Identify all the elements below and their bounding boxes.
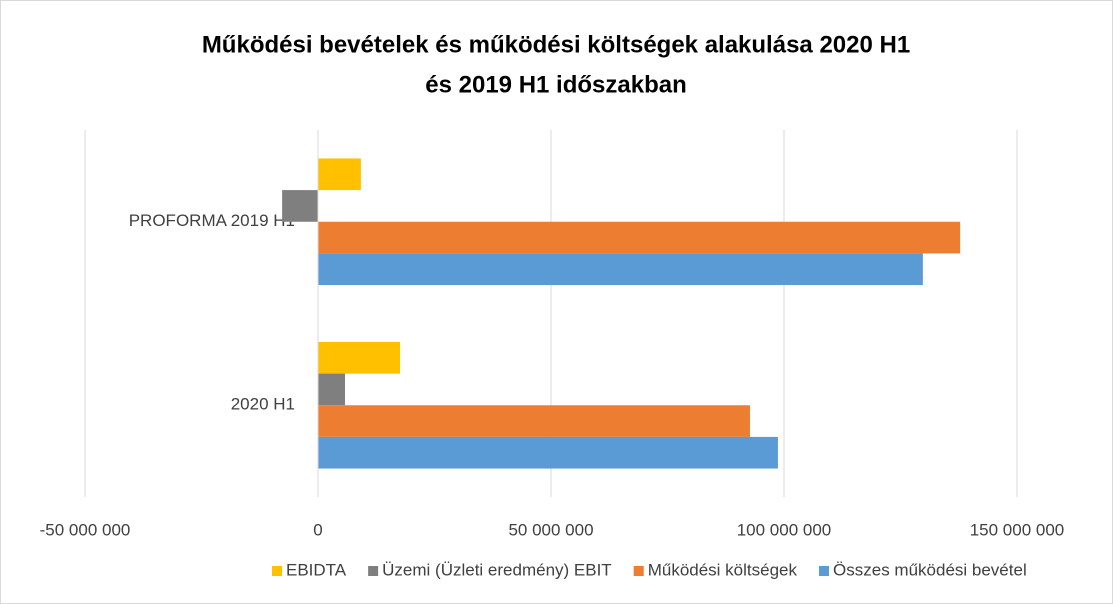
legend-label: Üzemi (Üzleti eredmény) EBIT [382, 560, 612, 579]
legend-swatch [272, 566, 282, 576]
legend-swatch [819, 566, 830, 576]
bar [318, 253, 923, 286]
x-tick-label: 50 000 000 [508, 520, 593, 539]
legend-swatch [368, 566, 379, 576]
bar [318, 341, 401, 374]
bar [318, 405, 750, 437]
x-tick-label: 100 000 000 [737, 520, 832, 539]
bar [318, 373, 346, 406]
x-tick-label: 150 000 000 [970, 520, 1065, 539]
bar [318, 436, 778, 469]
legend-label: Működési költségek [648, 560, 798, 579]
legend-label: EBIDTA [286, 560, 347, 579]
x-tick-label: -50 000 000 [40, 520, 131, 539]
chart-title: és 2019 H1 időszakban [425, 71, 686, 98]
chart-title: Működési bevételek és működési költségek… [202, 31, 910, 58]
y-tick-label: PROFORMA 2019 H1 [129, 211, 295, 230]
x-tick-label: 0 [313, 520, 322, 539]
legend-swatch [633, 566, 644, 576]
bar [318, 158, 361, 191]
bar [318, 221, 961, 254]
bar [282, 190, 318, 222]
legend-label: Összes működési bevétel [833, 560, 1027, 579]
y-tick-label: 2020 H1 [231, 395, 295, 414]
